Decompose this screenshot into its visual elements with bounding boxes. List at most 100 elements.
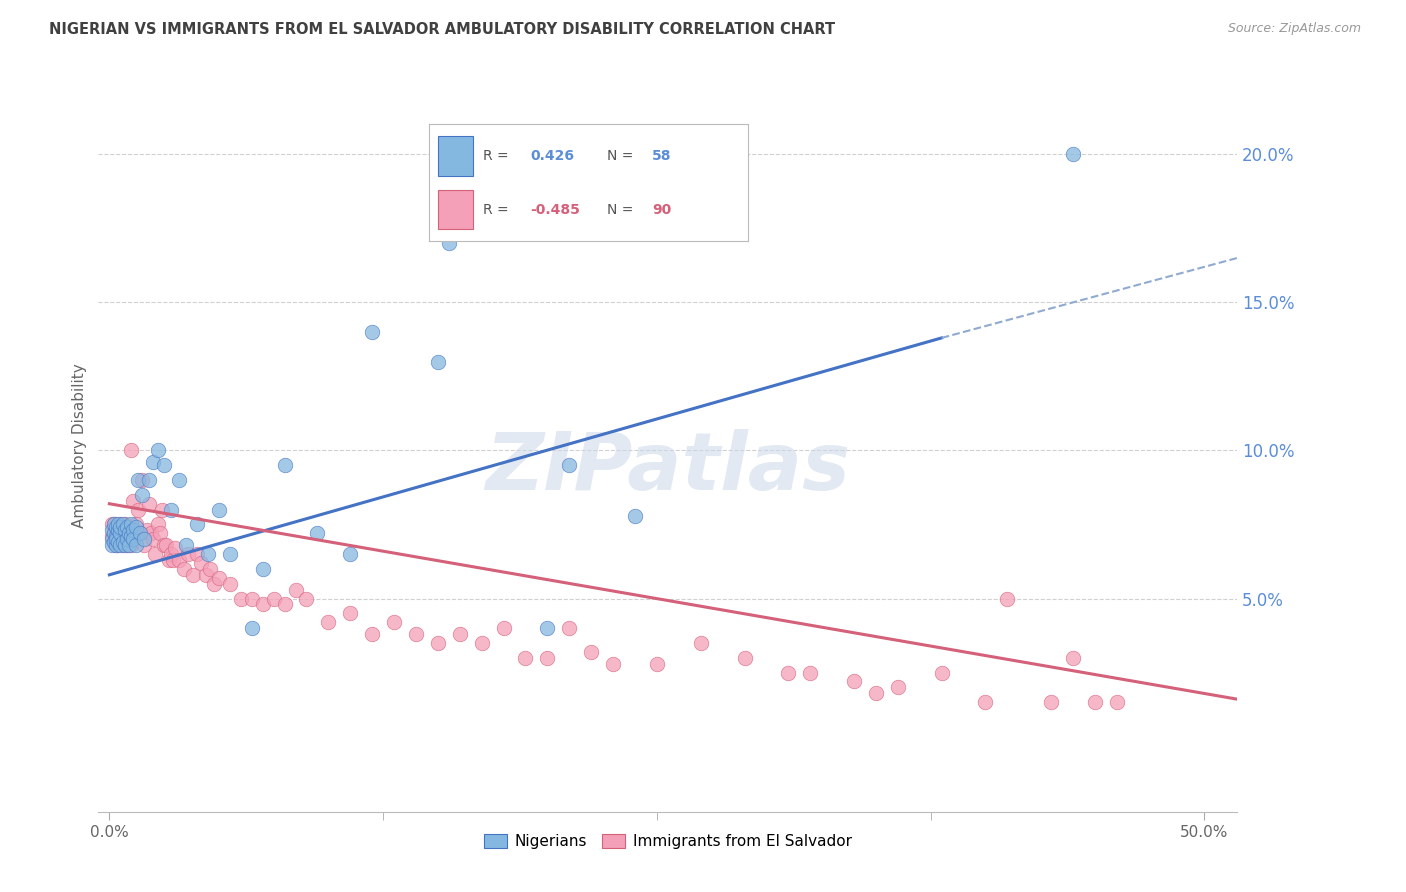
Point	[931, 665, 953, 680]
Point	[114, 517, 136, 532]
Point	[127, 502, 149, 516]
Point	[114, 533, 136, 547]
Point	[149, 526, 172, 541]
Point	[887, 681, 910, 695]
Point	[689, 636, 711, 650]
Point	[120, 443, 142, 458]
Point	[122, 533, 145, 547]
Point	[536, 621, 558, 635]
Point	[115, 538, 138, 552]
Point	[122, 493, 145, 508]
Point	[122, 533, 145, 547]
Point	[194, 567, 217, 582]
Point	[103, 517, 125, 532]
Point	[135, 524, 157, 538]
Point	[218, 576, 240, 591]
Point	[240, 621, 263, 635]
Point	[169, 553, 191, 567]
Point	[177, 547, 200, 561]
Point	[120, 517, 142, 532]
Point	[124, 520, 146, 534]
Point	[100, 529, 122, 543]
Point	[129, 526, 152, 541]
Point	[361, 627, 384, 641]
Point	[602, 657, 624, 671]
Point	[198, 562, 221, 576]
Point	[449, 627, 471, 641]
Point	[110, 526, 132, 541]
Point	[173, 562, 195, 576]
Point	[100, 538, 122, 552]
Point	[104, 529, 127, 543]
Point	[104, 533, 127, 547]
Point	[1040, 695, 1063, 709]
Point	[842, 674, 865, 689]
Point	[134, 533, 156, 547]
Point	[273, 598, 295, 612]
Point	[1105, 695, 1128, 709]
Point	[169, 473, 191, 487]
Point	[120, 529, 142, 543]
Point	[110, 538, 132, 552]
Point	[382, 615, 405, 630]
Point	[127, 473, 149, 487]
Point	[139, 526, 162, 541]
Point	[131, 473, 153, 487]
Point	[181, 567, 204, 582]
Point	[426, 636, 449, 650]
Point	[104, 520, 127, 534]
Point	[107, 524, 129, 538]
Point	[142, 455, 165, 469]
Point	[865, 686, 887, 700]
Point	[1062, 650, 1084, 665]
Point	[138, 473, 160, 487]
Point	[107, 535, 129, 549]
Point	[118, 526, 141, 541]
Y-axis label: Ambulatory Disability: Ambulatory Disability	[72, 364, 87, 528]
Point	[111, 517, 134, 532]
Point	[155, 538, 177, 552]
Point	[115, 524, 138, 538]
Point	[437, 236, 460, 251]
Point	[361, 325, 384, 339]
Point	[263, 591, 285, 606]
Point	[218, 547, 240, 561]
Point	[995, 591, 1018, 606]
Point	[107, 529, 129, 543]
Point	[103, 524, 125, 538]
Point	[515, 177, 537, 191]
Point	[159, 547, 181, 561]
Point	[197, 547, 219, 561]
Point	[229, 591, 252, 606]
Point	[204, 576, 226, 591]
Point	[104, 526, 127, 541]
Point	[107, 524, 129, 538]
Point	[114, 538, 136, 552]
Point	[122, 524, 145, 538]
Point	[536, 650, 558, 665]
Point	[104, 538, 127, 552]
Point	[318, 615, 340, 630]
Point	[252, 598, 274, 612]
Point	[104, 538, 127, 552]
Point	[103, 535, 125, 549]
Point	[645, 657, 668, 671]
Point	[1084, 695, 1107, 709]
Point	[157, 553, 180, 567]
Point	[107, 517, 129, 532]
Point	[405, 627, 427, 641]
Point	[115, 533, 138, 547]
Point	[159, 502, 181, 516]
Point	[515, 650, 537, 665]
Point	[1062, 147, 1084, 161]
Point	[104, 520, 127, 534]
Point	[138, 497, 160, 511]
Point	[153, 538, 176, 552]
Point	[153, 458, 176, 473]
Point	[186, 547, 208, 561]
Text: NIGERIAN VS IMMIGRANTS FROM EL SALVADOR AMBULATORY DISABILITY CORRELATION CHART: NIGERIAN VS IMMIGRANTS FROM EL SALVADOR …	[49, 22, 835, 37]
Point	[100, 533, 122, 547]
Point	[110, 533, 132, 547]
Point	[558, 621, 581, 635]
Point	[110, 520, 132, 534]
